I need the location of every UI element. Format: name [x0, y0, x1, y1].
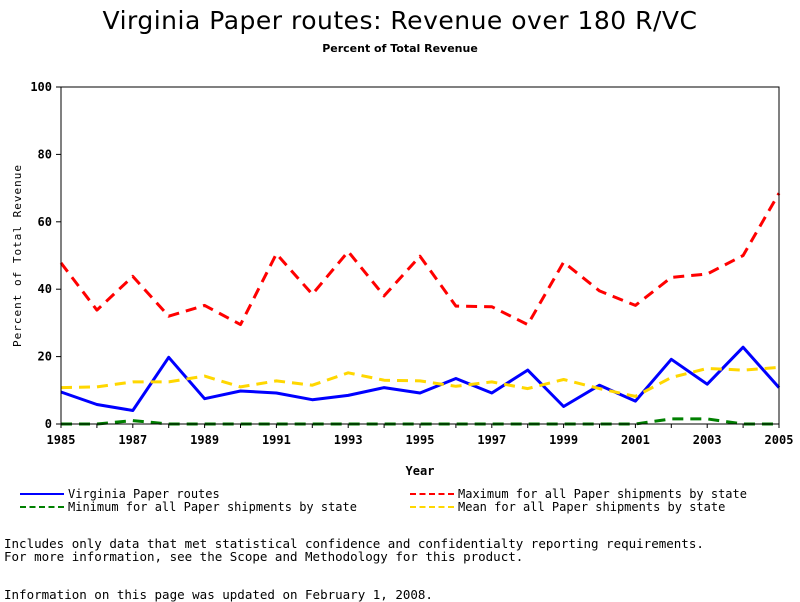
legend-swatch: [410, 493, 454, 495]
chart-title: Virginia Paper routes: Revenue over 180 …: [102, 6, 698, 35]
legend-label: Virginia Paper routes: [68, 487, 220, 501]
series-line: [60, 365, 780, 398]
x-tick-label: 1993: [334, 433, 363, 447]
footnote-line: Includes only data that met statistical …: [4, 536, 704, 551]
legend-item: Virginia Paper routes: [20, 487, 220, 501]
x-tick-label: 1989: [190, 433, 219, 447]
y-tick-label: 100: [30, 80, 52, 94]
y-tick-label: 0: [45, 417, 52, 431]
legend-swatch: [410, 506, 454, 508]
legend-label: Mean for all Paper shipments by state: [458, 500, 726, 514]
legend-swatch: [20, 506, 64, 508]
legend-item: Maximum for all Paper shipments by state: [410, 487, 747, 501]
x-tick-label: 1997: [477, 433, 506, 447]
legend: Virginia Paper routes Maximum for all Pa…: [0, 487, 800, 517]
y-tick-label: 40: [38, 282, 52, 296]
x-tick-label: 1995: [406, 433, 435, 447]
x-tick-label: 1987: [118, 433, 147, 447]
x-axis-label: Year: [406, 464, 435, 478]
legend-label: Maximum for all Paper shipments by state: [458, 487, 747, 501]
x-tick-label: 2005: [765, 433, 794, 447]
chart-subtitle: Percent of Total Revenue: [322, 42, 478, 55]
series-line: [59, 192, 781, 327]
footnote-line: For more information, see the Scope and …: [4, 549, 524, 564]
y-tick-label: 80: [38, 147, 52, 161]
y-axis-label: Percent of Total Revenue: [11, 164, 24, 347]
x-tick-label: 2001: [621, 433, 650, 447]
legend-label: Minimum for all Paper shipments by state: [68, 500, 357, 514]
x-tick-label: 1991: [262, 433, 291, 447]
legend-item: Minimum for all Paper shipments by state: [20, 500, 357, 514]
legend-swatch: [20, 493, 64, 495]
x-tick-label: 1999: [549, 433, 578, 447]
x-tick-label: 1985: [47, 433, 76, 447]
series-line: [60, 345, 781, 412]
series-line: [61, 417, 779, 426]
y-tick-label: 60: [38, 215, 52, 229]
y-tick-label: 20: [38, 350, 52, 364]
legend-item: Mean for all Paper shipments by state: [410, 500, 725, 514]
x-tick-label: 2003: [693, 433, 722, 447]
updated-note: Information on this page was updated on …: [4, 587, 433, 602]
